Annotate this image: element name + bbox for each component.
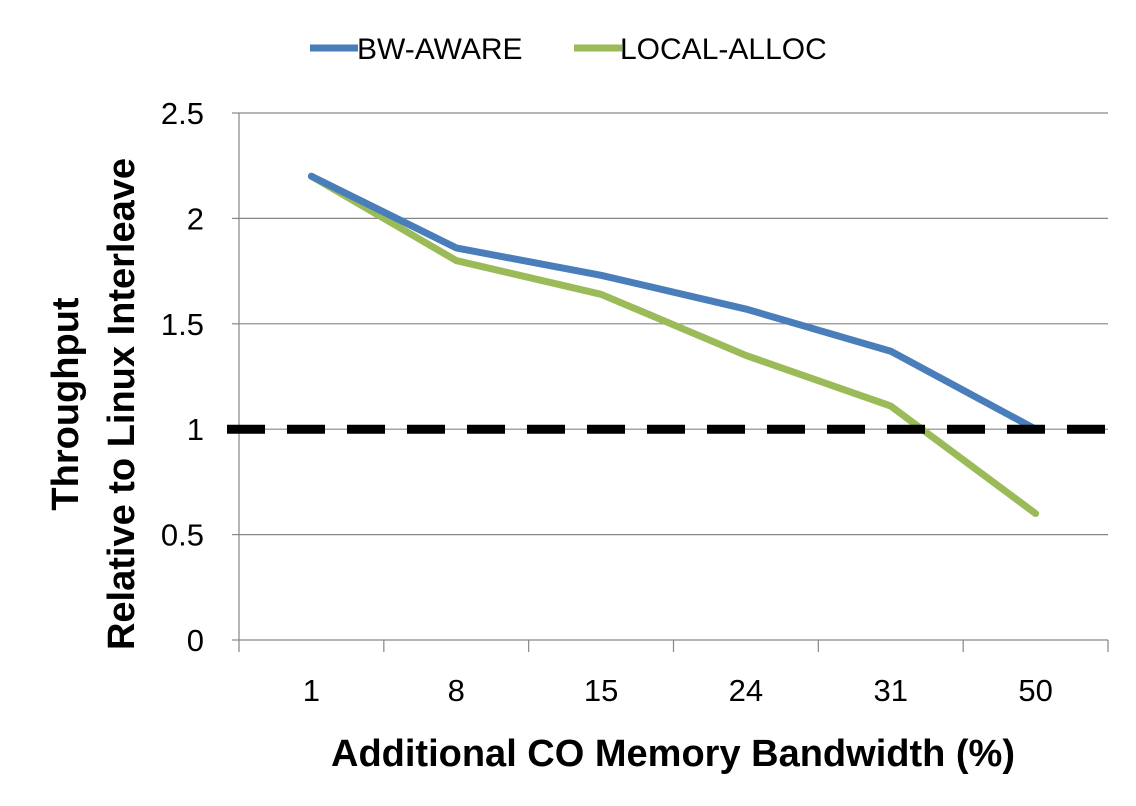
legend-label: BW-AWARE bbox=[357, 33, 523, 66]
y-axis-title: Throughput Relative to Linux Interleave bbox=[45, 158, 143, 650]
y-tick-label: 1 bbox=[187, 412, 204, 447]
series-layer bbox=[307, 172, 1040, 518]
legend-label: LOCAL-ALLOC bbox=[620, 33, 827, 66]
x-tick-label: 1 bbox=[303, 673, 320, 708]
y-tick-label: 1.5 bbox=[161, 307, 204, 342]
x-tick-label: 24 bbox=[729, 673, 763, 708]
x-tick-label: 8 bbox=[448, 673, 465, 708]
y-tick-label: 2.5 bbox=[161, 96, 204, 131]
gridlines bbox=[232, 112, 1108, 641]
x-tick-labels: 1 8 15 24 31 50 bbox=[303, 673, 1053, 708]
y-axis-title-line-2: Relative to Linux Interleave bbox=[101, 158, 143, 650]
series-line-local-alloc bbox=[307, 172, 1040, 518]
axes bbox=[238, 113, 1109, 652]
y-tick-label: 0.5 bbox=[161, 518, 204, 553]
y-axis-title-line-1: Throughput bbox=[45, 297, 87, 510]
series-line-bw-aware bbox=[307, 172, 1040, 433]
y-tick-label: 2 bbox=[187, 201, 204, 236]
x-tick-label: 31 bbox=[874, 673, 908, 708]
x-tick-label: 15 bbox=[584, 673, 618, 708]
y-tick-labels: 0 0.5 1 1.5 2 2.5 bbox=[161, 96, 204, 658]
x-axis-title: Additional CO Memory Bandwidth (%) bbox=[331, 733, 1015, 775]
x-tick-label: 50 bbox=[1018, 673, 1052, 708]
y-tick-label: 0 bbox=[187, 623, 204, 658]
chart-legend: BW-AWARE LOCAL-ALLOC bbox=[310, 33, 827, 66]
